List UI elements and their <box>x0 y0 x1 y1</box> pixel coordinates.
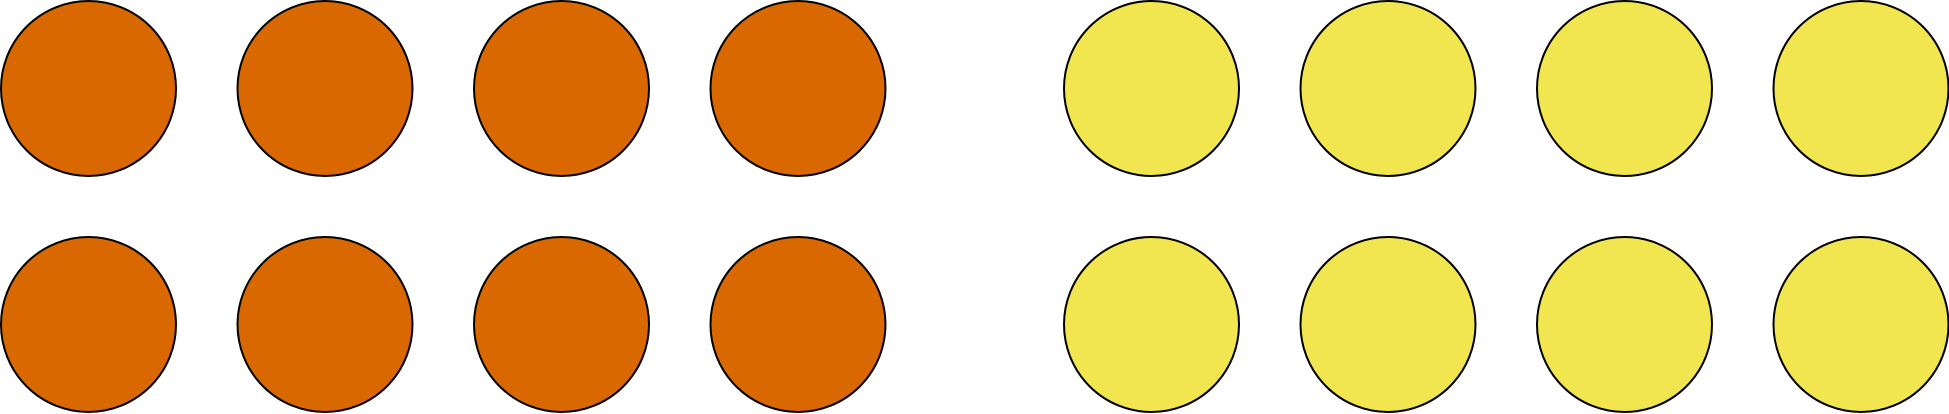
yellow-dot <box>1772 236 1949 413</box>
yellow-dot <box>1772 0 1949 177</box>
yellow-dot <box>1536 0 1713 177</box>
orange-dot <box>236 236 414 413</box>
orange-dot <box>236 0 414 177</box>
orange-dot-group <box>0 0 887 413</box>
yellow-dot <box>1536 236 1713 413</box>
orange-dot <box>709 0 887 177</box>
orange-dot <box>0 0 177 177</box>
yellow-dot-group <box>1063 0 1949 413</box>
yellow-dot <box>1063 0 1240 177</box>
yellow-dot <box>1063 236 1240 413</box>
orange-dot <box>0 236 177 413</box>
orange-dot <box>473 236 650 413</box>
yellow-dot <box>1299 0 1477 177</box>
orange-dot <box>709 236 887 413</box>
yellow-dot <box>1299 236 1477 413</box>
orange-dot <box>473 0 650 177</box>
